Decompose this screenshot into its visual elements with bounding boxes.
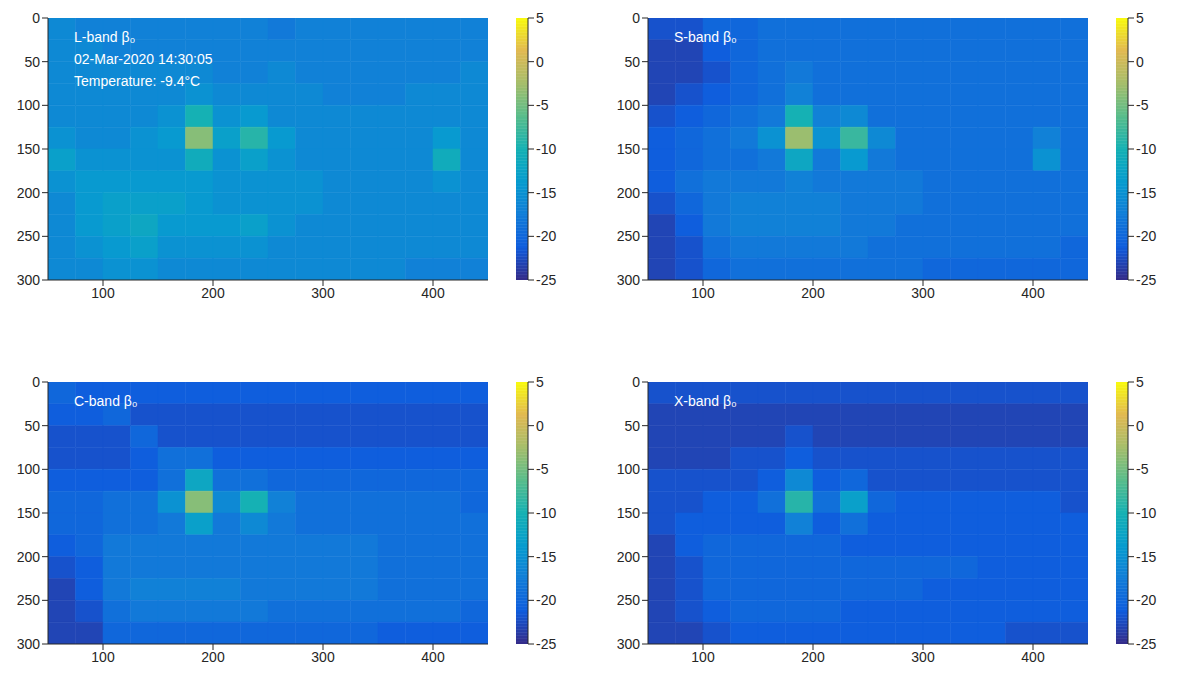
svg-text:50: 50 [624, 54, 640, 70]
svg-text:250: 250 [617, 592, 641, 608]
svg-text:150: 150 [17, 141, 41, 157]
svg-text:200: 200 [201, 649, 225, 665]
svg-text:5: 5 [1136, 10, 1144, 26]
svg-text:-20: -20 [536, 592, 556, 608]
svg-text:150: 150 [617, 505, 641, 521]
svg-text:-5: -5 [1136, 461, 1149, 477]
svg-text:-5: -5 [536, 461, 549, 477]
svg-text:100: 100 [91, 649, 115, 665]
svg-text:50: 50 [24, 418, 40, 434]
svg-text:0: 0 [632, 374, 640, 390]
svg-text:-15: -15 [536, 549, 556, 565]
svg-text:300: 300 [17, 636, 41, 652]
svg-text:100: 100 [17, 461, 41, 477]
svg-text:300: 300 [911, 649, 935, 665]
svg-text:200: 200 [17, 549, 41, 565]
svg-text:400: 400 [1021, 649, 1045, 665]
svg-text:0: 0 [32, 10, 40, 26]
svg-text:-20: -20 [1136, 592, 1156, 608]
svg-text:0: 0 [1136, 418, 1144, 434]
svg-text:0: 0 [1136, 54, 1144, 70]
svg-text:200: 200 [617, 549, 641, 565]
svg-text:-10: -10 [1136, 505, 1156, 521]
svg-text:400: 400 [1021, 285, 1045, 301]
svg-text:0: 0 [32, 374, 40, 390]
html-text:L-band β₀: L-band β₀ [74, 29, 136, 45]
svg-text:200: 200 [617, 185, 641, 201]
svg-text:50: 50 [624, 418, 640, 434]
svg-text:300: 300 [617, 636, 641, 652]
svg-text:100: 100 [691, 285, 715, 301]
svg-text:200: 200 [17, 185, 41, 201]
svg-text:100: 100 [91, 285, 115, 301]
svg-text:100: 100 [17, 97, 41, 113]
svg-text:250: 250 [17, 228, 41, 244]
html-text:Temperature: -9.4°C: Temperature: -9.4°C [74, 73, 201, 89]
svg-text:300: 300 [311, 285, 335, 301]
svg-text:0: 0 [536, 54, 544, 70]
svg-text:-20: -20 [1136, 228, 1156, 244]
svg-text:0: 0 [632, 10, 640, 26]
html-text:02-Mar-2020 14:30:05: 02-Mar-2020 14:30:05 [74, 51, 213, 67]
html-text:C-band β₀: C-band β₀ [74, 393, 138, 409]
svg-text:150: 150 [17, 505, 41, 521]
svg-text:300: 300 [17, 272, 41, 288]
svg-text:100: 100 [617, 461, 641, 477]
svg-text:-10: -10 [1136, 141, 1156, 157]
svg-text:200: 200 [201, 285, 225, 301]
svg-text:5: 5 [536, 374, 544, 390]
svg-text:5: 5 [536, 10, 544, 26]
svg-text:5: 5 [1136, 374, 1144, 390]
svg-text:400: 400 [421, 649, 445, 665]
svg-text:-10: -10 [536, 141, 556, 157]
svg-text:-15: -15 [536, 185, 556, 201]
svg-text:-10: -10 [536, 505, 556, 521]
html-text:S-band β₀: S-band β₀ [674, 29, 737, 45]
svg-text:0: 0 [536, 418, 544, 434]
svg-text:150: 150 [617, 141, 641, 157]
svg-text:-25: -25 [1136, 272, 1156, 288]
svg-text:100: 100 [691, 649, 715, 665]
svg-text:-5: -5 [1136, 97, 1149, 113]
svg-text:300: 300 [617, 272, 641, 288]
svg-text:250: 250 [617, 228, 641, 244]
svg-text:400: 400 [421, 285, 445, 301]
svg-text:-20: -20 [536, 228, 556, 244]
svg-text:-5: -5 [536, 97, 549, 113]
svg-text:300: 300 [911, 285, 935, 301]
svg-text:-25: -25 [1136, 636, 1156, 652]
svg-text:250: 250 [17, 592, 41, 608]
svg-text:-25: -25 [536, 636, 556, 652]
svg-text:-15: -15 [1136, 549, 1156, 565]
svg-text:50: 50 [24, 54, 40, 70]
svg-text:200: 200 [801, 649, 825, 665]
svg-text:-15: -15 [1136, 185, 1156, 201]
html-text:X-band β₀: X-band β₀ [674, 393, 737, 409]
svg-text:-25: -25 [536, 272, 556, 288]
svg-text:100: 100 [617, 97, 641, 113]
svg-text:300: 300 [311, 649, 335, 665]
svg-text:200: 200 [801, 285, 825, 301]
